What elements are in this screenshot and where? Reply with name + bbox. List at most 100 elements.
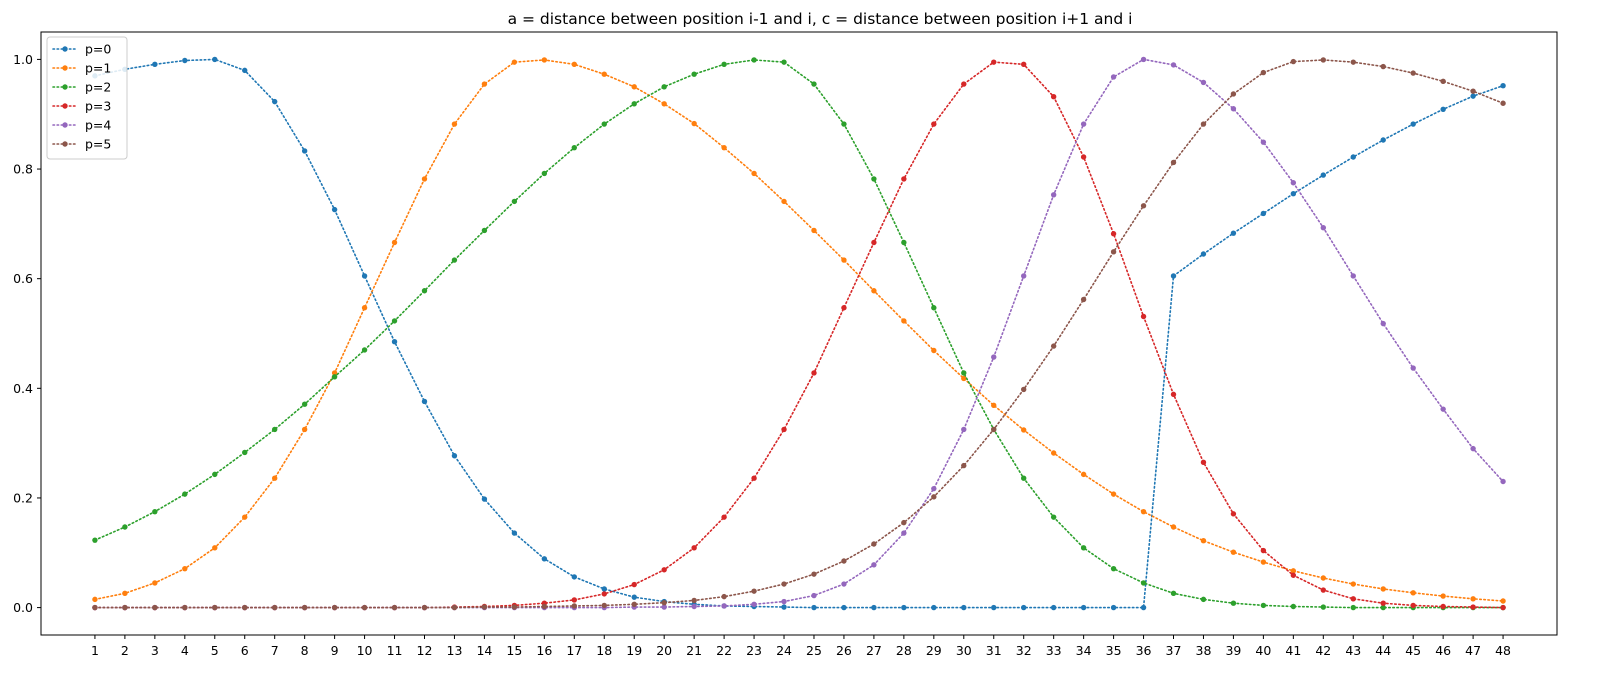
x-tick-label: 32 [1016, 643, 1032, 658]
series-p=2 [92, 57, 1506, 611]
y-tick-label: 0.8 [13, 162, 33, 177]
data-point [1440, 593, 1446, 599]
data-point [601, 586, 607, 592]
data-point [242, 449, 248, 456]
data-point [721, 593, 727, 600]
x-tick-label: 48 [1495, 643, 1511, 658]
x-tick-label: 15 [506, 643, 522, 658]
data-point [1500, 604, 1506, 611]
data-point [1200, 251, 1207, 257]
data-point [691, 120, 697, 127]
data-point [1080, 154, 1087, 160]
data-point [1350, 596, 1356, 602]
data-point [1260, 210, 1267, 217]
data-point [1260, 547, 1267, 554]
data-point [751, 57, 757, 63]
data-point [901, 239, 907, 246]
data-point [781, 59, 787, 65]
data-point [1050, 450, 1057, 456]
legend-label: p=4 [85, 118, 111, 133]
data-point [601, 591, 607, 597]
data-point [661, 84, 667, 90]
data-point [1140, 313, 1147, 320]
data-point [751, 170, 757, 177]
data-point [331, 370, 338, 376]
data-point [1140, 580, 1147, 586]
y-tick-label: 0.6 [13, 271, 33, 286]
data-point [871, 239, 877, 246]
x-tick-label: 30 [956, 643, 972, 658]
y-tick-label: 1.0 [13, 52, 33, 67]
data-point [781, 581, 787, 587]
data-point [661, 604, 667, 610]
data-point [1200, 596, 1207, 603]
data-point [781, 426, 787, 433]
data-point [661, 599, 667, 606]
data-point [1320, 604, 1327, 610]
data-point [631, 594, 637, 600]
data-point [361, 604, 368, 611]
x-tick-label: 8 [301, 643, 309, 658]
data-point [931, 347, 937, 354]
series-line [94, 61, 1504, 609]
data-point [931, 305, 937, 311]
data-point [391, 339, 398, 345]
data-point [1200, 459, 1207, 466]
data-point [212, 545, 218, 551]
data-point [271, 475, 278, 481]
series-line [94, 58, 1504, 609]
data-point [931, 494, 937, 500]
data-point [1230, 549, 1237, 555]
legend-label: p=1 [85, 61, 111, 76]
data-point [901, 519, 907, 526]
data-point [271, 98, 278, 105]
x-tick-label: 14 [476, 643, 492, 658]
data-point [421, 398, 428, 405]
x-tick-label: 9 [331, 643, 339, 658]
data-point [271, 604, 278, 611]
x-tick-label: 7 [271, 643, 279, 658]
x-tick-label: 47 [1465, 643, 1481, 658]
data-point [691, 545, 697, 551]
data-point [1320, 225, 1327, 231]
data-point [361, 347, 368, 353]
legend-label: p=2 [85, 80, 111, 95]
data-point [601, 602, 607, 609]
x-tick-label: 1 [91, 643, 99, 658]
data-point [841, 558, 847, 564]
data-point [841, 581, 847, 587]
data-point [661, 567, 667, 573]
data-point [421, 604, 428, 611]
data-point [1290, 191, 1297, 197]
data-point [1260, 602, 1267, 609]
data-point [391, 239, 398, 246]
data-point [1050, 514, 1057, 520]
data-point [1230, 230, 1237, 236]
data-point [991, 426, 997, 433]
x-tick-label: 45 [1405, 643, 1421, 658]
data-point [961, 462, 967, 469]
data-point [152, 580, 158, 586]
data-point [811, 370, 817, 376]
data-point [841, 257, 847, 263]
data-point [421, 288, 428, 294]
x-tick-label: 21 [686, 643, 702, 658]
data-point [451, 453, 458, 459]
x-tick-label: 16 [536, 643, 552, 658]
data-point [601, 71, 607, 77]
data-point [391, 604, 398, 611]
data-point [631, 84, 637, 90]
data-point [361, 305, 368, 311]
data-point [1140, 56, 1147, 63]
data-point [1410, 70, 1416, 76]
data-point [1350, 154, 1356, 160]
x-tick-label: 36 [1136, 643, 1152, 658]
data-point [1470, 604, 1476, 610]
data-point [751, 601, 757, 607]
data-point [481, 496, 488, 502]
x-tick-label: 10 [357, 643, 373, 658]
x-tick-label: 43 [1345, 643, 1361, 658]
x-tick-label: 5 [211, 643, 219, 658]
data-point [1230, 600, 1237, 606]
x-tick-label: 3 [151, 643, 159, 658]
